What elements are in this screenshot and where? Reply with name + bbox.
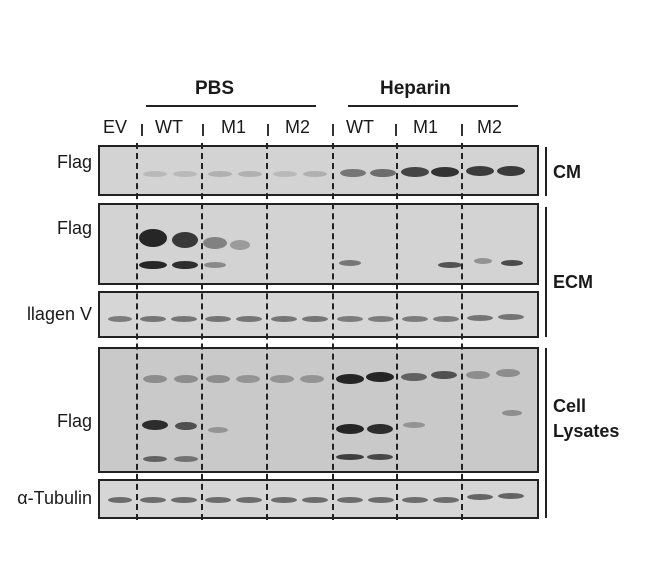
row-label-lysate-flag: Flag: [56, 411, 92, 431]
row-label-ecm-flag: Flag: [56, 218, 92, 238]
section-label-ecm: ECM: [553, 272, 593, 292]
lysates-section-bracket: [545, 348, 547, 518]
lane-divider-dashed: [136, 143, 138, 520]
lane-divider-dashed: [266, 143, 268, 520]
lane-label-pbs-wt: WT: [155, 117, 183, 137]
lane-separator-tick: [267, 124, 269, 136]
lane-separator-tick: [395, 124, 397, 136]
blot-panel-collagen-v: [98, 291, 539, 338]
row-label-cm-flag: Flag: [56, 152, 92, 172]
blot-panel-tubulin: [98, 479, 539, 519]
lane-separator-tick: [202, 124, 204, 136]
pbs-group-rule: [146, 105, 316, 107]
heparin-group-rule: [348, 105, 518, 107]
lane-separator-tick: [141, 124, 143, 136]
lane-label-heparin-wt: WT: [346, 117, 374, 137]
blot-panel-ecm-flag: [98, 203, 539, 285]
lane-separator-tick: [332, 124, 334, 136]
lane-divider-dashed: [461, 143, 463, 520]
ecm-section-bracket: [545, 207, 547, 337]
lane-label-heparin-m2: M2: [477, 117, 503, 137]
row-label-tubulin: α-Tubulin: [17, 488, 92, 508]
section-label-lysates: Lysates: [553, 421, 620, 441]
section-label-cm: CM: [553, 162, 581, 182]
lane-label-ev: EV: [103, 117, 128, 137]
row-label-collagen-v: llagen V: [26, 304, 92, 324]
lane-separator-tick: [461, 124, 463, 136]
heparin-group-title: Heparin: [380, 78, 451, 99]
lane-divider-dashed: [201, 143, 203, 520]
cm-section-bracket: [545, 147, 547, 196]
section-label-cell: Cell: [553, 396, 587, 416]
blot-panel-lysate-flag: [98, 347, 539, 473]
pbs-group-title: PBS: [195, 78, 235, 99]
lane-label-heparin-m1: M1: [413, 117, 439, 137]
blot-panel-cm-flag: [98, 145, 539, 196]
lane-divider-dashed: [396, 143, 398, 520]
lane-label-pbs-m1: M1: [221, 117, 247, 137]
lane-divider-dashed: [332, 143, 334, 520]
lane-label-pbs-m2: M2: [285, 117, 311, 137]
